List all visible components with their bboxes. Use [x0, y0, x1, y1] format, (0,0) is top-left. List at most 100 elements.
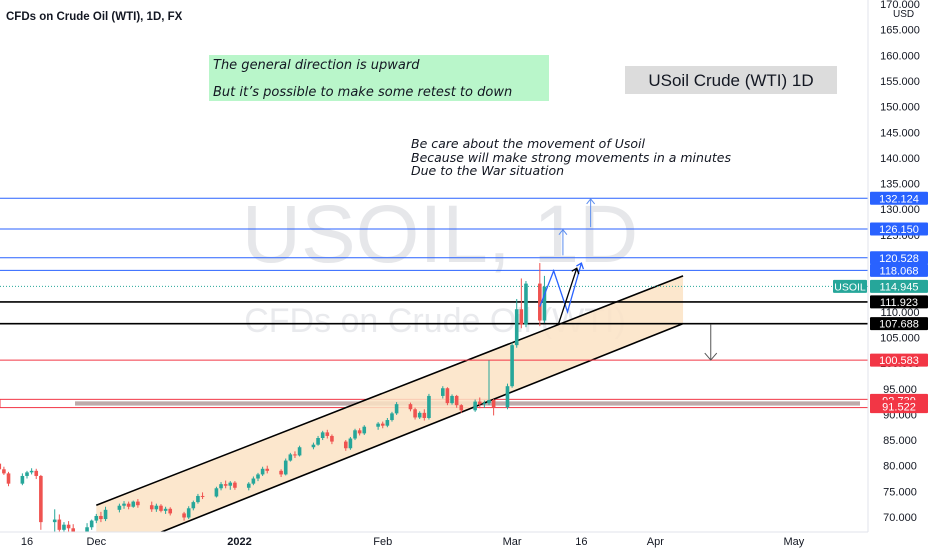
- time-tick-labels: 16 Dec 2022 Feb Mar 16 Apr May: [21, 536, 805, 548]
- last-price-label: 114.945: [880, 281, 919, 293]
- level-price-label-bg: [870, 263, 928, 277]
- candle-body: [52, 519, 57, 523]
- level-price-label: 107.688: [879, 319, 919, 331]
- candle-body: [316, 437, 320, 445]
- note-line-2: Because will make strong movements in a …: [411, 150, 731, 165]
- candle-body: [2, 469, 6, 474]
- candle-body: [223, 484, 228, 486]
- price-tick-label: 95.000: [883, 384, 917, 396]
- candle-body: [219, 484, 223, 489]
- time-tick-label: Mar: [503, 536, 522, 548]
- price-tick-label: 80.000: [883, 461, 917, 473]
- time-tick-label: 16: [21, 536, 33, 548]
- price-tick-label: 165.000: [880, 25, 920, 37]
- last-price-marker: USOIL: [833, 279, 867, 293]
- candle-body: [279, 470, 283, 475]
- candle-body: [149, 505, 154, 510]
- title-box-text: USoil Crude (WTI) 1D: [648, 71, 813, 90]
- candle-body: [413, 409, 417, 418]
- candle-body: [288, 454, 293, 461]
- time-tick-label: Apr: [647, 536, 664, 548]
- time-tick-label: 2022: [227, 536, 251, 548]
- price-tick-label: 85.000: [883, 435, 917, 447]
- candle-body: [214, 488, 219, 497]
- black-projection-path: [557, 267, 578, 325]
- price-tick-label: 105.000: [880, 332, 920, 344]
- target-arrow-down-head: [704, 352, 718, 361]
- candle-body: [542, 286, 547, 321]
- green-note-line-2: But it’s possible to make some retest to…: [213, 85, 512, 100]
- candle-body: [473, 401, 477, 411]
- candle-body: [417, 412, 422, 418]
- level-price-label-bg: [870, 353, 928, 367]
- time-tick-label: 16: [575, 536, 587, 548]
- candle-body: [353, 430, 357, 439]
- candle-body: [487, 400, 491, 404]
- price-channel[interactable]: [96, 275, 684, 555]
- target-arrow-up-head: [586, 198, 596, 205]
- candle-body: [6, 473, 11, 484]
- zone-bottom-label: 91.522: [882, 402, 916, 414]
- level-price-label-bg: [870, 251, 928, 265]
- time-tick-label: Feb: [373, 536, 392, 548]
- candle-body: [256, 474, 260, 479]
- level-price-label-bg: [870, 295, 928, 309]
- candle-body: [385, 420, 390, 426]
- channel-lower-line: [101, 322, 684, 555]
- price-tick-label: 140.000: [880, 153, 920, 165]
- candle-body: [62, 524, 66, 530]
- candle-body: [126, 503, 131, 507]
- candle-body: [168, 508, 173, 514]
- candle-body: [228, 482, 233, 486]
- candle-body: [57, 519, 62, 530]
- candle-body: [20, 475, 25, 484]
- time-axis[interactable]: 16 Dec 2022 Feb Mar 16 Apr May: [0, 531, 932, 550]
- candle-body: [519, 309, 524, 325]
- level-price-label-bg: [870, 222, 928, 236]
- candle-body: [325, 432, 330, 436]
- war-note[interactable]: Be care about the movement of Usoil Beca…: [411, 136, 731, 178]
- time-tick-label: Dec: [87, 536, 107, 548]
- green-note-box[interactable]: The general direction is upward But it’s…: [209, 55, 549, 101]
- candle-body: [450, 395, 454, 404]
- candle-body: [362, 426, 367, 434]
- candle-body: [297, 447, 302, 456]
- candle-body: [422, 412, 427, 418]
- candle-body: [510, 345, 514, 387]
- last-price-name: USOIL: [834, 281, 866, 293]
- price-tick-label: 145.000: [880, 127, 920, 139]
- level-price-label-bg: [870, 317, 928, 331]
- candle-body: [538, 283, 542, 321]
- candle-body: [376, 423, 380, 427]
- candle-body: [99, 515, 103, 520]
- last-price-name-bg: [833, 279, 867, 293]
- level-price-label: 118.068: [880, 265, 919, 277]
- last-price-label-bg: [870, 279, 928, 293]
- candle-body: [136, 501, 140, 506]
- candle-body: [260, 468, 265, 475]
- candle-body: [200, 495, 205, 497]
- candle-body: [482, 403, 487, 405]
- candle-body: [390, 413, 394, 421]
- candle-body: [117, 505, 122, 510]
- candle-body: [514, 309, 519, 346]
- candle-body: [94, 515, 99, 521]
- candle-body: [445, 388, 450, 404]
- projections: [539, 198, 718, 361]
- price-tick-label: 70.000: [883, 512, 917, 524]
- candle-body: [103, 509, 108, 520]
- candle-body: [459, 405, 464, 411]
- price-axis[interactable]: USD 70.00075.00080.00085.00090.00095.000…: [867, 0, 932, 532]
- candle-body: [348, 438, 353, 449]
- time-tick-label: May: [784, 536, 805, 548]
- note-line-1: Be care about the movement of Usoil: [411, 136, 645, 151]
- title-box[interactable]: USoil Crude (WTI) 1D: [625, 66, 837, 94]
- symbol-title: CFDs on Crude Oil (WTI), 1D, FX: [6, 11, 183, 23]
- level-price-label: 126.150: [879, 224, 919, 236]
- candle-body: [330, 435, 334, 442]
- candle-body: [25, 472, 29, 476]
- candle-body: [66, 524, 71, 529]
- level-price-label: 120.528: [879, 253, 919, 265]
